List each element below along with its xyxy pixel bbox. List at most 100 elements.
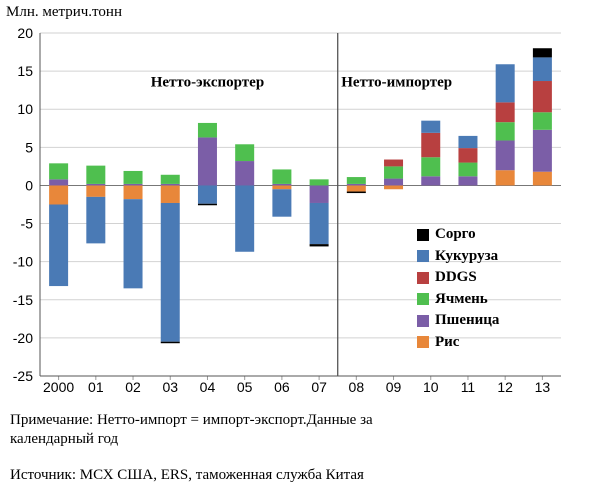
bar-corn <box>458 135 478 149</box>
bar-rice <box>495 170 515 186</box>
y-axis-label: Млн. метрич.тонн <box>6 4 122 20</box>
bar-barley <box>346 177 366 184</box>
footnote: Примечание: Нетто-импорт = импорт-экспор… <box>10 412 373 447</box>
legend-swatch <box>417 250 429 263</box>
x-tick-label: 06 <box>274 379 290 395</box>
source-note: Источник: МСХ США, ERS, таможенная служб… <box>10 467 364 483</box>
bar-rice <box>532 171 552 186</box>
x-tick-label: 13 <box>535 379 551 395</box>
bar-ddgs <box>384 159 404 167</box>
bar-wheat <box>197 137 217 186</box>
legend-item-ddgs: DDGS <box>417 267 499 289</box>
bar-ddgs <box>495 102 515 123</box>
bar-corn <box>532 57 552 82</box>
bar-corn <box>495 64 515 103</box>
bar-rice <box>49 185 69 205</box>
bar-barley <box>309 179 329 186</box>
bar-sorghum <box>346 191 366 194</box>
bar-barley <box>86 165 106 184</box>
legend-swatch <box>417 271 429 284</box>
legend-label: Пшеница <box>435 312 500 329</box>
bar-barley <box>384 166 404 179</box>
bar-sorghum <box>197 203 217 206</box>
bar-corn <box>197 185 217 204</box>
bar-rice <box>123 185 143 200</box>
legend-item-wheat: Пшеница <box>417 310 499 332</box>
x-tick-label: 01 <box>88 379 104 395</box>
bar-wheat <box>49 179 69 186</box>
legend-swatch <box>417 336 429 349</box>
y-tick-label: -25 <box>13 368 33 384</box>
legend-item-sorghum: Сорго <box>417 224 499 246</box>
y-tick-label: 5 <box>25 139 33 155</box>
bar-ddgs <box>458 148 478 163</box>
y-tick-label: -20 <box>13 330 33 346</box>
y-tick-label: -5 <box>21 216 34 232</box>
bar-corn <box>86 196 106 244</box>
bar-barley <box>123 170 143 184</box>
bar-wheat <box>532 129 552 172</box>
bar-barley <box>197 122 217 138</box>
legend-label: DDGS <box>435 269 477 286</box>
legend-label: Рис <box>435 333 460 350</box>
bar-wheat <box>421 176 441 186</box>
x-tick-label: 10 <box>423 379 439 395</box>
bar-barley <box>421 157 441 177</box>
bar-barley <box>49 163 69 180</box>
x-tick-label: 05 <box>237 379 253 395</box>
bar-wheat <box>86 183 106 186</box>
bar-corn <box>160 202 180 342</box>
bar-rice <box>384 185 404 190</box>
legend-item-corn: Кукуруза <box>417 246 499 268</box>
x-tick-label: 11 <box>461 379 476 395</box>
bar-rice <box>346 185 366 192</box>
bar-sorghum <box>532 48 552 58</box>
bar-wheat <box>458 176 478 186</box>
x-tick-label: 09 <box>386 379 402 395</box>
legend-item-barley: Ячмень <box>417 289 499 311</box>
legend-label: Сорго <box>435 226 476 243</box>
bar-wheat <box>235 161 255 186</box>
bar-barley <box>235 144 255 162</box>
bar-wheat <box>272 183 292 186</box>
bar-corn <box>123 199 143 289</box>
bar-wheat <box>309 185 329 203</box>
bar-sorghum <box>160 341 180 344</box>
bar-rice <box>160 185 180 203</box>
legend-swatch <box>417 293 429 306</box>
bar-barley <box>272 169 292 184</box>
x-tick-label: 04 <box>200 379 216 395</box>
x-tick-label: 03 <box>162 379 178 395</box>
bar-wheat <box>160 183 180 186</box>
bar-rice <box>86 185 106 197</box>
x-tick-label: 08 <box>349 379 365 395</box>
x-tick-label: 12 <box>497 379 513 395</box>
x-tick-label: 2000 <box>43 379 74 395</box>
legend-label: Ячмень <box>435 290 488 307</box>
x-tick-label: 07 <box>311 379 327 395</box>
x-tick-label: 02 <box>125 379 141 395</box>
bar-barley <box>458 162 478 177</box>
y-tick-label: 20 <box>17 25 33 41</box>
bar-ddgs <box>421 132 441 158</box>
bar-wheat <box>495 140 515 171</box>
legend: Сорго Кукуруза DDGS Ячмень Пшеница Рис <box>417 224 499 353</box>
y-tick-label: -10 <box>13 254 33 270</box>
bar-rice <box>272 185 292 190</box>
bar-barley <box>532 112 552 130</box>
legend-swatch <box>417 228 429 241</box>
y-tick-label: -15 <box>13 292 33 308</box>
legend-label: Кукуруза <box>435 247 499 264</box>
legend-swatch <box>417 314 429 327</box>
bar-corn <box>235 185 255 252</box>
annotation-net-exporter: Нетто-экспортер <box>151 74 264 90</box>
bar-wheat <box>123 183 143 186</box>
legend-item-rice: Рис <box>417 332 499 354</box>
bar-corn <box>309 202 329 245</box>
bar-sorghum <box>309 244 329 247</box>
y-tick-label: 0 <box>25 177 33 193</box>
annotation-net-importer: Нетто-импортер <box>341 74 452 90</box>
bar-wheat <box>384 178 404 186</box>
y-tick-label: 15 <box>17 63 33 79</box>
y-tick-label: 10 <box>17 101 33 117</box>
